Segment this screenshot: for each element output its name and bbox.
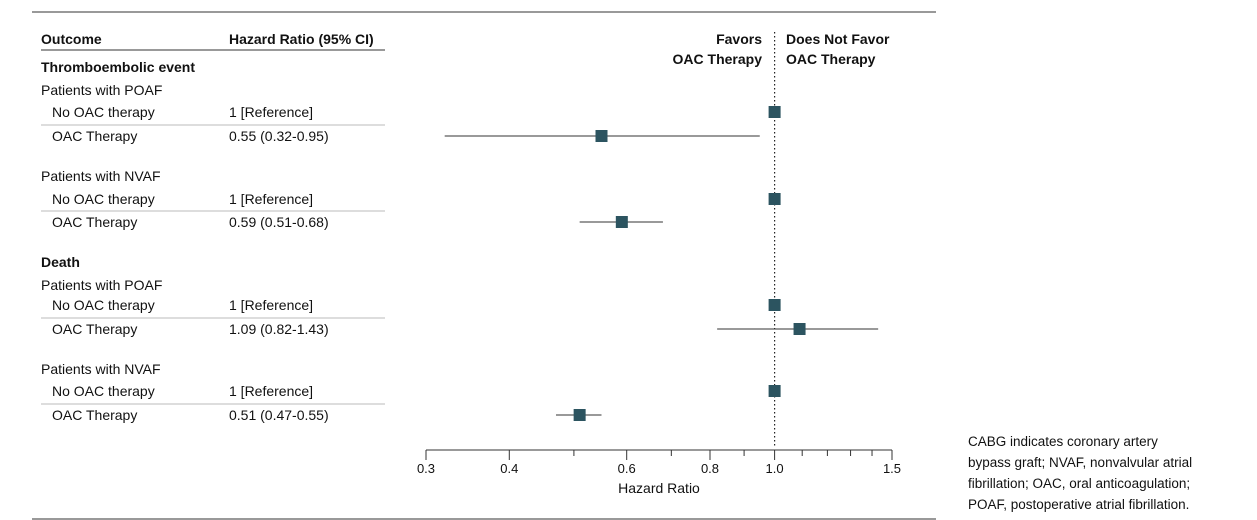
patient-group-label: Patients with NVAF: [41, 168, 161, 184]
outcome-section-label: Death: [41, 254, 80, 270]
caption: CABG indicates coronary artery bypass gr…: [968, 434, 1192, 512]
hazard-ratio-value: 0.55 (0.32-0.95): [229, 128, 329, 144]
hazard-ratio-point: [595, 130, 608, 142]
hazard-ratio-point: [793, 323, 806, 335]
caption-line-3: fibrillation; OAC, oral anticoagulation;: [968, 476, 1190, 491]
x-axis: 0.3 0.4 0.6 0.8 1.0 1.5: [417, 450, 901, 476]
x-axis-title: Hazard Ratio: [618, 480, 700, 496]
not-favor-oac-label-line1: Does Not Favor: [786, 31, 890, 47]
x-tick-label: 0.4: [500, 461, 518, 476]
therapy-label: OAC Therapy: [52, 128, 137, 144]
therapy-label: OAC Therapy: [52, 407, 137, 423]
patient-group-label: Patients with POAF: [41, 82, 162, 98]
hazard-ratio-value: 1 [Reference]: [229, 104, 313, 120]
rows-layer: Thromboembolic event Patients with POAF No…: [41, 59, 385, 423]
hazard-ratio-value: 1 [Reference]: [229, 297, 313, 313]
patient-group-label: Patients with NVAF: [41, 361, 161, 377]
hazard-ratio-point: [768, 106, 781, 118]
therapy-label: No OAC therapy: [52, 104, 155, 120]
hazard-ratio-header: Hazard Ratio (95% CI): [229, 31, 374, 47]
not-favor-oac-label-line2: OAC Therapy: [786, 51, 876, 67]
outcome-header: Outcome: [41, 31, 102, 47]
hazard-ratio-point: [768, 385, 781, 397]
therapy-label: OAC Therapy: [52, 321, 137, 337]
hazard-ratio-value: 1 [Reference]: [229, 191, 313, 207]
hazard-ratio-point: [615, 216, 628, 228]
outcome-section-label: Thromboembolic event: [41, 59, 195, 75]
plot-layer: [444, 106, 879, 421]
hazard-ratio-point: [768, 299, 781, 311]
x-tick-label: 0.6: [618, 461, 636, 476]
hazard-ratio-point: [768, 193, 781, 205]
therapy-label: No OAC therapy: [52, 191, 155, 207]
therapy-label: OAC Therapy: [52, 214, 137, 230]
x-tick-label: 0.3: [417, 461, 435, 476]
hazard-ratio-value: 0.59 (0.51-0.68): [229, 214, 329, 230]
hazard-ratio-point: [573, 409, 586, 421]
caption-line-1: CABG indicates coronary artery: [968, 434, 1158, 449]
favors-oac-label-line1: Favors: [716, 31, 762, 47]
caption-line-4: POAF, postoperative atrial fibrillation.: [968, 497, 1189, 512]
favors-oac-label-line2: OAC Therapy: [673, 51, 763, 67]
x-tick-label: 1.5: [883, 461, 901, 476]
hazard-ratio-value: 1 [Reference]: [229, 383, 313, 399]
hazard-ratio-value: 1.09 (0.82-1.43): [229, 321, 329, 337]
therapy-label: No OAC therapy: [52, 297, 155, 313]
patient-group-label: Patients with POAF: [41, 277, 162, 293]
hazard-ratio-value: 0.51 (0.47-0.55): [229, 407, 329, 423]
caption-line-2: bypass graft; NVAF, nonvalvular atrial: [968, 455, 1192, 470]
x-tick-label: 0.8: [701, 461, 719, 476]
therapy-label: No OAC therapy: [52, 383, 155, 399]
x-tick-label: 1.0: [766, 461, 784, 476]
